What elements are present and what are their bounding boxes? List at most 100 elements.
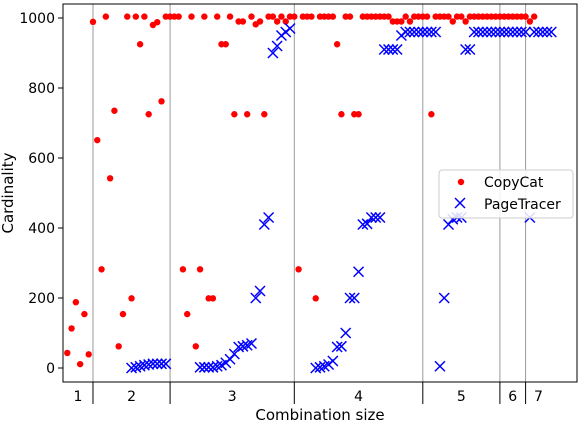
legend: CopyCat PageTracer — [438, 169, 574, 219]
pagetracer-point — [532, 26, 544, 38]
pagetracer-point — [494, 26, 506, 38]
group-label: 6 — [508, 389, 517, 405]
pagetracer-point — [438, 292, 450, 304]
copycat-point — [226, 13, 234, 20]
copycat-point — [132, 13, 140, 20]
copycat-point — [115, 343, 122, 350]
copycat-point — [273, 18, 281, 25]
copycat-point — [338, 111, 345, 118]
copycat-point — [449, 18, 456, 25]
copycat-point — [458, 13, 465, 20]
x-axis-ticks: 1 2 3 4 5 6 7 — [74, 382, 543, 405]
copycat-point — [398, 18, 405, 25]
copycat-point — [175, 13, 182, 20]
copycat-point — [333, 41, 341, 48]
copycat-point — [261, 111, 268, 118]
pagetracer-point — [143, 358, 155, 371]
y-tick-label: 1000 — [19, 11, 55, 27]
copycat-point — [192, 343, 199, 350]
copycat-point — [312, 295, 319, 302]
pagetracer-point — [310, 362, 322, 374]
y-tick-label: 0 — [46, 361, 55, 377]
copycat-point — [128, 295, 135, 302]
copycat-point — [106, 175, 114, 182]
copycat-point — [188, 13, 195, 20]
pagetracer-point — [425, 26, 437, 38]
copycat-point — [385, 13, 392, 20]
copycat-point — [402, 13, 409, 20]
y-tick-label: 200 — [28, 291, 55, 307]
copycat-point — [239, 18, 247, 25]
group-label: 4 — [354, 389, 363, 405]
copycat-point — [85, 351, 92, 358]
copycat-point — [145, 111, 152, 118]
copycat-point — [308, 13, 315, 20]
copycat-point — [76, 360, 84, 368]
y-tick-label: 600 — [28, 151, 55, 167]
copycat-point — [136, 41, 144, 48]
pagetracer-point — [537, 26, 549, 38]
pagetracer-point — [126, 362, 138, 374]
copycat-point — [295, 266, 302, 273]
pagetracer-point — [335, 340, 347, 352]
pagetracer-point — [481, 26, 493, 38]
pagetracer-point — [541, 26, 553, 38]
pagetracer-point — [511, 26, 523, 38]
pagetracer-point — [460, 43, 472, 56]
pagetracer-point — [378, 43, 390, 56]
copycat-point — [278, 13, 285, 20]
copycat-point — [355, 111, 362, 118]
pagetracer-point — [391, 43, 403, 56]
copycat-point — [248, 13, 255, 20]
copycat-point — [423, 13, 431, 20]
copycat-point — [445, 13, 452, 20]
copycat-point — [124, 13, 131, 20]
pagetracer-point — [130, 361, 142, 373]
copycat-point — [94, 136, 101, 144]
pagetracer-point — [151, 358, 163, 370]
pagetracer-point — [520, 26, 532, 38]
plot-frame — [62, 3, 578, 383]
copycat-point — [282, 18, 289, 25]
copycat-point — [158, 98, 165, 105]
pagetracer-point — [515, 26, 527, 38]
pagetracer-point — [472, 26, 485, 38]
copycat-point — [89, 18, 97, 26]
pagetracer-point — [408, 26, 420, 38]
pagetracer-point — [254, 285, 266, 297]
pagetracer-point — [155, 358, 168, 370]
pagetracer-point — [485, 26, 497, 38]
group-label: 5 — [457, 389, 466, 405]
pagetracer-point — [344, 292, 356, 304]
copycat-point — [231, 111, 238, 118]
copycat-point — [81, 310, 88, 318]
copycat-point — [141, 13, 148, 20]
pagetracer-point — [434, 360, 446, 372]
copycat-point — [154, 19, 161, 26]
copycat-point — [179, 266, 187, 273]
copycat-point — [201, 13, 208, 20]
group-label: 7 — [534, 389, 543, 405]
pagetracer-point — [498, 26, 510, 38]
pagetracer-point — [421, 26, 433, 38]
pagetracer-point — [263, 211, 275, 224]
copycat-point — [68, 325, 75, 332]
pagetracer-point — [417, 26, 429, 38]
legend-label-pagetracer: PageTracer — [484, 197, 561, 213]
copycat-point — [329, 13, 337, 20]
pagetracer-point — [545, 26, 557, 38]
copycat-point — [214, 13, 221, 20]
pagetracer-point — [134, 360, 146, 372]
pagetracer-point — [250, 292, 262, 304]
pagetracer-point — [348, 292, 360, 304]
copycat-point — [522, 13, 529, 20]
y-axis-title: Cardinality — [0, 152, 17, 233]
copycat-point — [64, 349, 71, 357]
pagetracer-point — [502, 26, 514, 38]
copycat-point — [346, 13, 354, 20]
y-axis-ticks: 0 200 400 600 800 1000 — [19, 11, 63, 377]
pagetracer-point — [387, 43, 399, 56]
legend-marker-pagetracer — [454, 197, 466, 209]
x-axis-title: Combination size — [255, 406, 384, 424]
